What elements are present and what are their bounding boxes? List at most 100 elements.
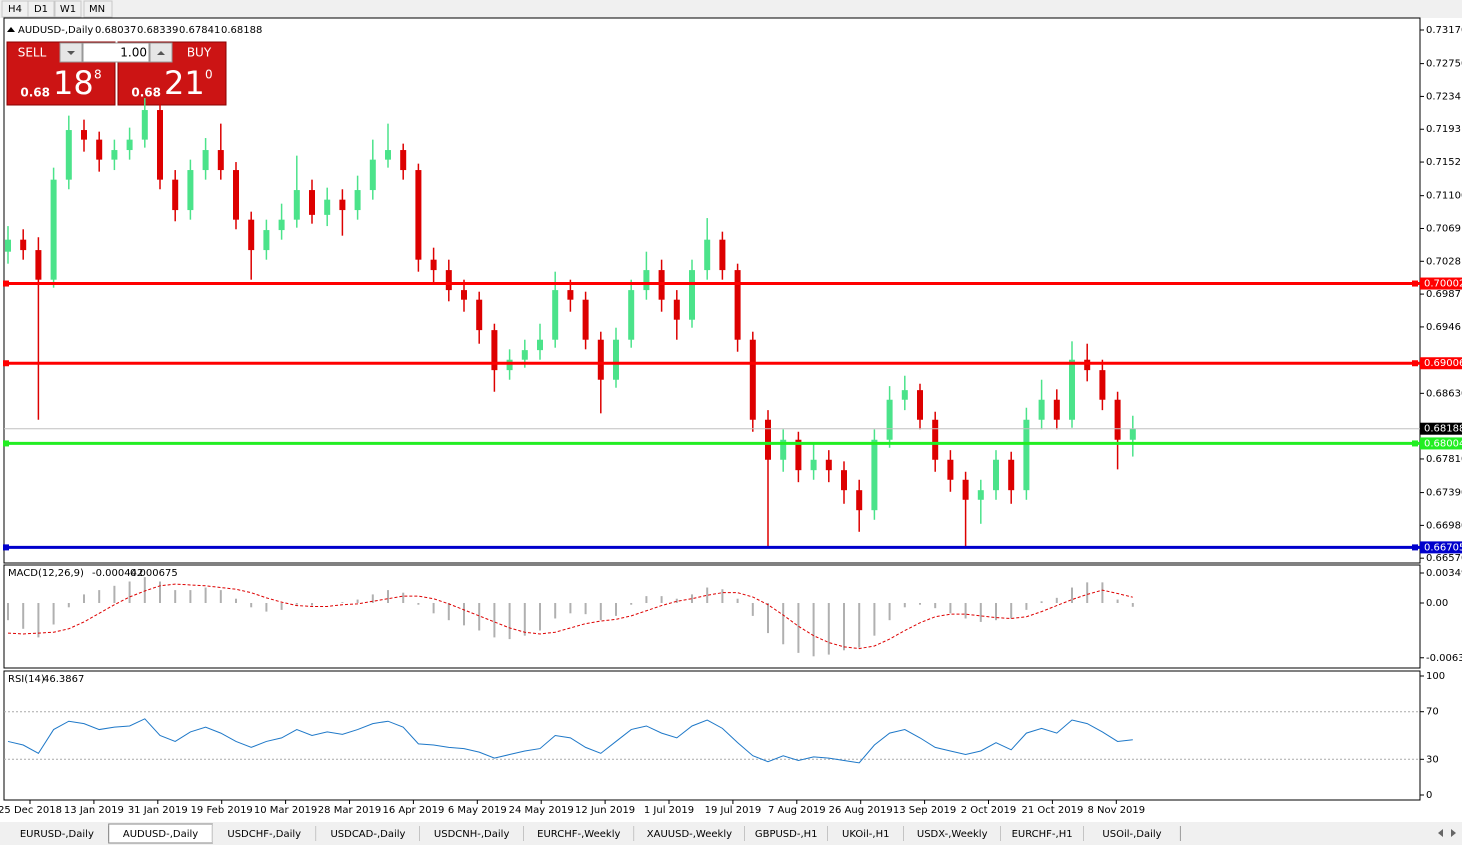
timeframe-label[interactable]: MN — [89, 4, 105, 15]
tab[interactable] — [827, 824, 904, 843]
x-tick-label: 31 Jan 2019 — [128, 805, 188, 816]
level-handle[interactable] — [3, 280, 9, 287]
ohlc-value: 0.68037 — [95, 25, 136, 36]
buy-label[interactable]: BUY — [187, 46, 212, 60]
y-tick-label: 0.6946 — [1426, 322, 1461, 333]
x-tick-label: 10 Mar 2019 — [254, 805, 317, 816]
candle-body — [202, 150, 209, 171]
tab-scroll-right[interactable] — [1451, 829, 1456, 837]
tab-label[interactable]: AUDUSD-,Daily — [123, 829, 198, 840]
candle-body — [141, 110, 148, 140]
rsi-line — [7, 718, 1133, 764]
timeframe-label[interactable]: H4 — [8, 4, 22, 15]
y-tick-label: 70 — [1426, 707, 1439, 718]
sell-label[interactable]: SELL — [18, 46, 47, 60]
level-label: 0.69006 — [1424, 358, 1462, 369]
level-handle[interactable] — [1412, 360, 1418, 367]
y-tick-label: 0.00 — [1426, 598, 1448, 609]
ohlc-value: 0.68188 — [221, 25, 262, 36]
candle-body — [1008, 459, 1015, 491]
symbol-title: AUDUSD-,Daily — [18, 25, 93, 36]
timeframe-button[interactable] — [27, 0, 55, 18]
candle-body — [248, 219, 255, 251]
signal-line — [7, 583, 1133, 650]
x-tick-label: 19 Feb 2019 — [191, 805, 253, 816]
candle-body — [81, 130, 87, 140]
trade-panel: SELL BUY 1.00 0.68 18 8 0.68 21 0 — [6, 41, 227, 106]
candle-body — [886, 399, 893, 440]
tab-label[interactable]: USDCHF-,Daily — [227, 829, 301, 840]
tab[interactable] — [1000, 824, 1084, 843]
candle-body — [491, 330, 498, 371]
timeframe-button[interactable] — [54, 0, 82, 18]
candle-body — [780, 439, 787, 460]
timeframe-label[interactable]: W1 — [60, 4, 76, 15]
level-handle[interactable] — [1412, 544, 1418, 551]
candle-body — [339, 199, 346, 211]
candle-body — [567, 290, 574, 300]
tab-label[interactable]: USDX-,Weekly — [917, 829, 988, 840]
tab-scroll-left[interactable] — [1438, 829, 1443, 837]
tab-label[interactable]: USOil-,Daily — [1102, 829, 1161, 840]
tab[interactable] — [903, 824, 1001, 843]
tab-label[interactable]: XAUUSD-,Weekly — [647, 829, 732, 840]
tab-label[interactable]: EURCHF-,H1 — [1012, 829, 1073, 840]
candle-body — [324, 199, 331, 215]
tab[interactable] — [1083, 824, 1181, 843]
candle-body — [157, 110, 163, 180]
collapse-arrow[interactable] — [7, 27, 15, 32]
candle-body — [506, 359, 513, 371]
lot-value[interactable]: 1.00 — [120, 46, 147, 60]
x-tick-label: 12 Jun 2019 — [575, 805, 635, 816]
candle-body — [1114, 399, 1121, 440]
level-handle[interactable] — [1412, 440, 1418, 447]
tab[interactable] — [316, 824, 420, 843]
candle-body — [354, 190, 361, 211]
tab[interactable] — [523, 824, 635, 843]
tab-label[interactable]: GBPUSD-,H1 — [755, 829, 818, 840]
candle-body — [65, 130, 72, 180]
tab[interactable] — [634, 824, 745, 843]
timeframe-label[interactable]: D1 — [34, 4, 48, 15]
lot-input[interactable] — [82, 42, 150, 63]
tab-label[interactable]: EURCHF-,Weekly — [537, 829, 620, 840]
y-tick-label: 30 — [1426, 754, 1439, 765]
candle-body — [1129, 428, 1136, 440]
level-handle[interactable] — [3, 440, 9, 447]
tab[interactable] — [419, 824, 524, 843]
level-handle[interactable] — [1412, 280, 1418, 287]
candle-body — [673, 299, 680, 320]
level-label: 0.70002 — [1424, 279, 1462, 290]
tab[interactable] — [212, 824, 317, 843]
candle-body — [476, 299, 483, 331]
level-label: 0.68004 — [1424, 438, 1462, 449]
level-handle[interactable] — [3, 360, 9, 367]
macd-main: -0.000442 — [92, 568, 143, 579]
candle-body — [1038, 399, 1045, 420]
buy-pips: 21 — [164, 64, 205, 102]
tab-label[interactable]: EURUSD-,Daily — [20, 829, 94, 840]
candle-body — [1053, 399, 1060, 420]
macd-title: MACD(12,26,9) — [8, 568, 84, 579]
timeframe-button[interactable] — [83, 0, 113, 18]
candle-body — [50, 179, 57, 280]
tab-label[interactable]: USDCNH-,Daily — [434, 829, 510, 840]
candle-body — [263, 230, 270, 251]
rsi-panel — [3, 670, 1421, 801]
ohlc-value: 0.68339 — [137, 25, 178, 36]
toolbar — [0, 0, 1462, 18]
level-label: 0.66705 — [1424, 542, 1462, 553]
tab-label[interactable]: USDCAD-,Daily — [330, 829, 405, 840]
candle-body — [461, 290, 467, 300]
level-handle[interactable] — [3, 544, 9, 551]
tab-label[interactable]: UKOil-,H1 — [842, 829, 889, 840]
sell-fraction: 8 — [94, 68, 102, 82]
level-label-bg — [1420, 541, 1462, 554]
y-tick-label: 0 — [1426, 790, 1432, 801]
tab[interactable] — [5, 824, 109, 843]
tab[interactable] — [744, 824, 828, 843]
